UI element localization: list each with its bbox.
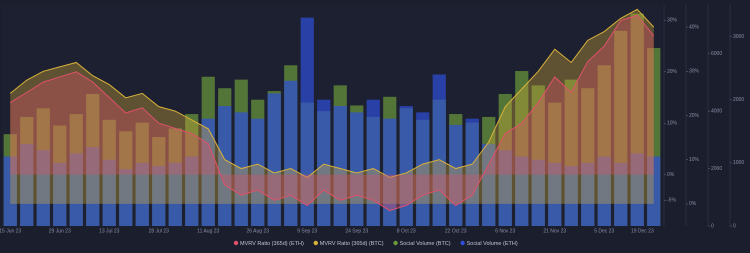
x-tick-label: 13 Jul 23 <box>99 228 120 234</box>
bar <box>135 162 149 226</box>
bar <box>449 124 463 226</box>
bar <box>284 80 298 227</box>
line <box>9 14 655 212</box>
bar <box>515 156 529 226</box>
bar <box>234 112 248 226</box>
y-tick-label: 20% <box>689 113 700 119</box>
x-tick-label: 22 Oct 23 <box>445 228 467 234</box>
bar <box>185 156 199 226</box>
bar <box>168 162 182 226</box>
x-tick-label: 5 Dec 23 <box>594 228 614 234</box>
y-tick-label: 1000 <box>733 160 744 166</box>
y-tick-label: 6000 <box>711 51 722 57</box>
bar <box>531 159 545 226</box>
bar <box>432 74 446 226</box>
bar <box>366 99 380 226</box>
bar <box>102 159 116 226</box>
x-tick-label: 21 Nov 23 <box>543 228 566 234</box>
legend-label: MVRV Ratio (365d) (ETH) <box>240 241 304 247</box>
legend-marker <box>460 240 465 246</box>
x-tick-label: 24 Sep 23 <box>345 228 368 234</box>
legend-label: Social Volume (ETH) <box>467 241 518 247</box>
x-tick-label: 9 Sep 23 <box>297 228 317 234</box>
line <box>9 8 655 178</box>
bar <box>482 143 496 226</box>
area <box>10 15 654 211</box>
bar <box>69 153 83 226</box>
x-tick-label: 19 Dec 23 <box>631 228 654 234</box>
legend-label: Social Volume (BTC) <box>400 241 451 247</box>
area <box>10 9 654 204</box>
bar <box>53 162 67 226</box>
y-tick-label: 10% <box>689 157 700 163</box>
bar <box>251 118 265 226</box>
bar <box>350 112 364 226</box>
bar <box>152 166 166 226</box>
bar <box>498 150 512 226</box>
bar <box>630 153 644 226</box>
bar <box>647 156 661 226</box>
x-tick-label: 29 Jun 23 <box>49 228 71 234</box>
y-tick-label: 0% <box>667 172 675 178</box>
y-tick-label: 40% <box>689 24 700 30</box>
bar <box>201 118 215 226</box>
y-tick-label: 2000 <box>711 166 722 172</box>
y-tick-label: 0 <box>733 223 736 229</box>
legend-marker <box>233 240 239 246</box>
bar <box>267 93 281 227</box>
y-tick-label: 4000 <box>711 109 722 115</box>
y-tick-label: 30% <box>689 69 700 75</box>
x-tick-label: 15 Jun 23 <box>0 228 21 234</box>
bar <box>548 162 562 226</box>
y-tick-label: 3000 <box>733 34 744 40</box>
y-tick-label: 0% <box>689 201 697 207</box>
bar <box>597 156 611 226</box>
bar <box>218 106 232 226</box>
bar <box>564 166 578 226</box>
bar <box>614 162 628 226</box>
y-tick-label: -5% <box>667 198 676 204</box>
bar <box>119 169 133 226</box>
y-tick-label: 30% <box>667 18 678 24</box>
y-tick-label: 0 <box>711 223 714 229</box>
bar <box>581 162 595 226</box>
legend-marker <box>393 240 398 246</box>
legend-label: MVRV Ratio (365d) (BTC) <box>320 241 384 247</box>
x-tick-label: 6 Nov 23 <box>495 228 515 234</box>
bar <box>383 118 397 226</box>
legend-marker <box>313 240 318 246</box>
x-tick-label: 26 Aug 23 <box>246 228 269 234</box>
x-tick-label: 11 Aug 23 <box>197 228 219 234</box>
bar <box>36 150 50 226</box>
y-tick-label: 20% <box>667 69 678 75</box>
bar <box>465 118 479 226</box>
bar <box>300 17 314 226</box>
bar <box>333 106 347 226</box>
bar <box>20 143 34 226</box>
bar <box>86 147 100 226</box>
bar <box>399 106 413 226</box>
bar <box>317 99 331 226</box>
x-tick-label: 8 Oct 23 <box>397 228 416 234</box>
y-tick-label: 10% <box>667 121 678 127</box>
y-tick-label: 2000 <box>733 97 744 103</box>
bar <box>3 156 17 226</box>
x-tick-label: 28 Jul 23 <box>149 228 170 234</box>
